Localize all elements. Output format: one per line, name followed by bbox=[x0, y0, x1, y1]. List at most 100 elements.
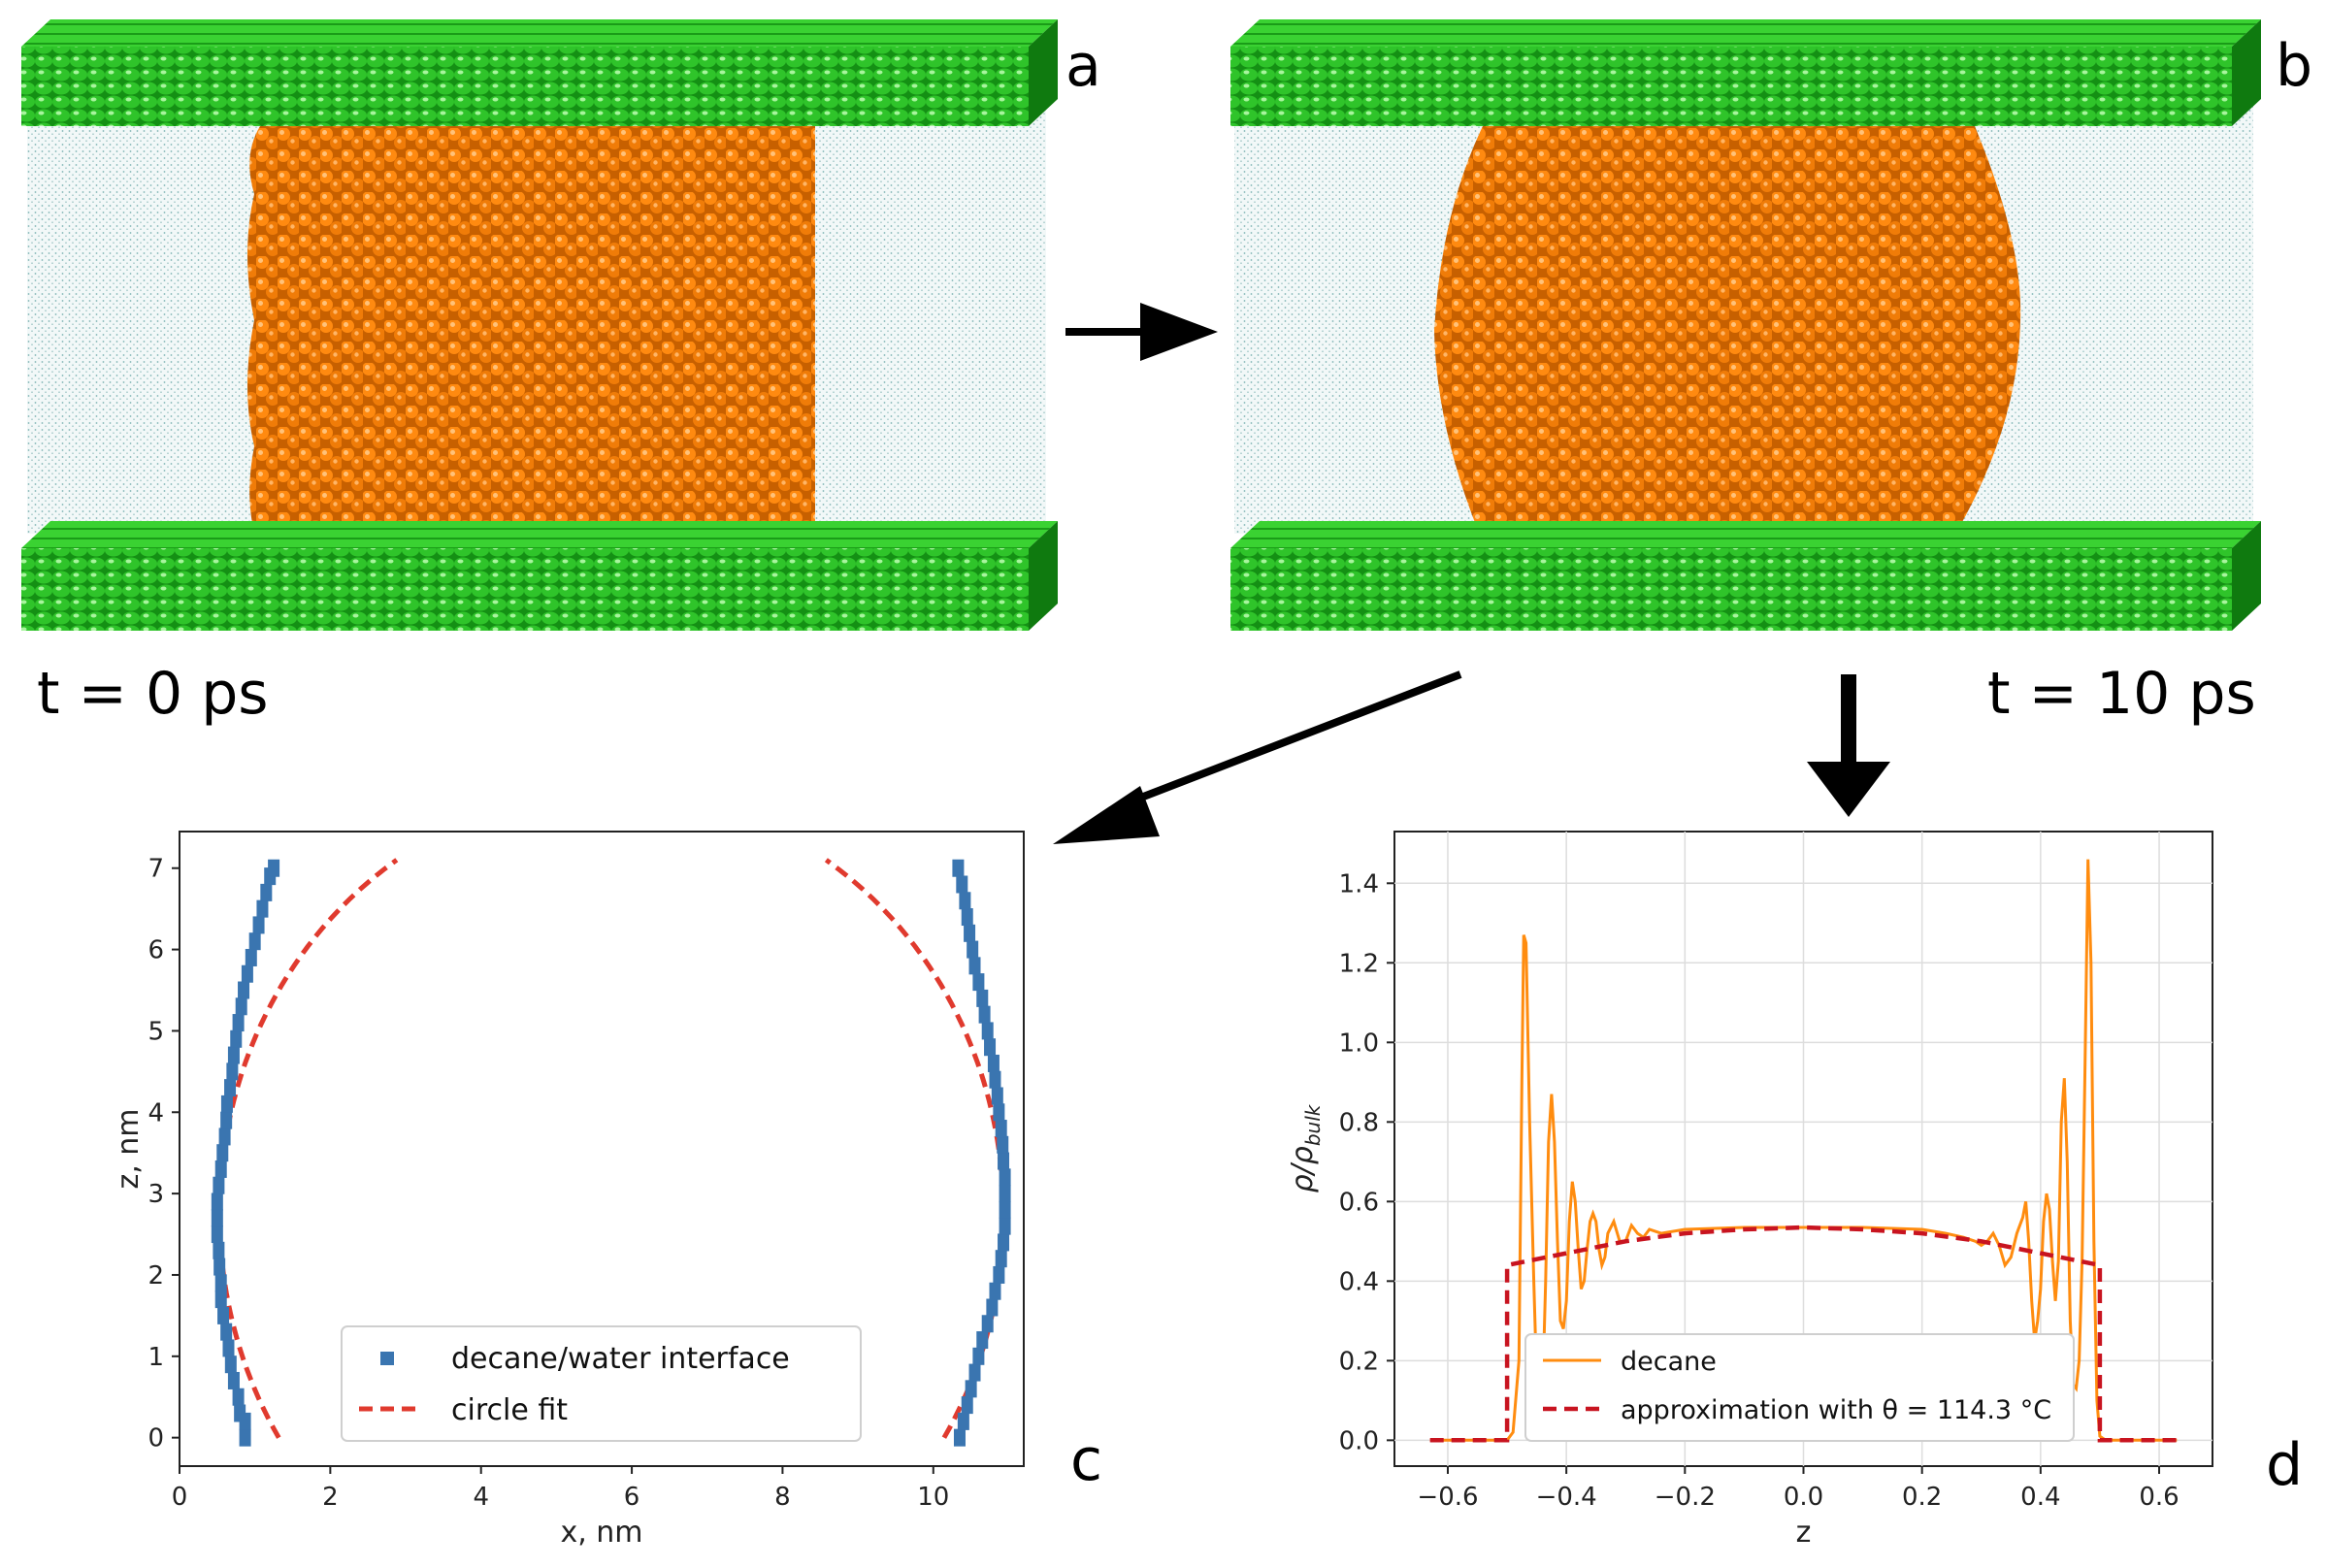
chart-c-xlabel: x, nm bbox=[560, 1516, 642, 1550]
panel-letter-b: b bbox=[2276, 32, 2312, 100]
interface-point-left bbox=[214, 1290, 227, 1309]
chart-c: 0 2 4 6 8 10 0 1 2 3 4 5 6 7 x, nm z, nm decane/water… bbox=[112, 831, 1025, 1550]
x-tick-label: 0.4 bbox=[2020, 1483, 2060, 1512]
interface-point-right bbox=[961, 1396, 973, 1415]
legend-marker-interface bbox=[380, 1352, 394, 1365]
decane-slab-a bbox=[247, 126, 815, 553]
interface-point-right bbox=[999, 1200, 1011, 1219]
interface-point-left bbox=[213, 1258, 226, 1276]
y-tick-label: 3 bbox=[147, 1180, 164, 1209]
interface-point-left bbox=[216, 1144, 229, 1162]
y-tick-label: 1.4 bbox=[1339, 869, 1379, 898]
interface-point-right bbox=[995, 1120, 1007, 1138]
interface-point-right bbox=[999, 1185, 1011, 1203]
interface-point-right bbox=[999, 1168, 1011, 1187]
y-tick-label: 0.0 bbox=[1339, 1426, 1379, 1455]
graphene-sheet-bottom-b bbox=[1230, 521, 2261, 631]
interface-point-right bbox=[968, 1363, 981, 1382]
interface-point-right bbox=[991, 1087, 1003, 1105]
legend-label-interface: decane/water interface bbox=[451, 1342, 790, 1376]
y-tick-label: 7 bbox=[147, 855, 164, 884]
y-tick-label: 0.6 bbox=[1339, 1188, 1379, 1217]
y-tick-label: 0.4 bbox=[1339, 1267, 1379, 1296]
y-tick-label: 1.2 bbox=[1339, 949, 1379, 978]
x-tick-label: 8 bbox=[774, 1483, 791, 1512]
interface-point-left bbox=[226, 1062, 239, 1081]
chart-d: −0.6 −0.4 −0.2 0.0 0.2 0.4 0.6 0.0 0.2 0.4 0.6 0.8 1… bbox=[1286, 831, 2213, 1550]
interface-point-right bbox=[997, 1135, 1009, 1154]
interface-point-right bbox=[981, 1022, 994, 1040]
interface-point-left bbox=[220, 1323, 233, 1341]
interface-point-right bbox=[967, 940, 979, 959]
interface-point-right bbox=[965, 1380, 977, 1398]
ylabel-subscript: bulk bbox=[1301, 1103, 1325, 1146]
chart-d-xlabel: z bbox=[1796, 1516, 1812, 1550]
legend-label-circle-fit: circle fit bbox=[451, 1393, 568, 1427]
interface-point-right bbox=[972, 973, 985, 992]
y-tick-label: 0 bbox=[147, 1424, 164, 1454]
x-tick-label: 0 bbox=[172, 1483, 188, 1512]
x-tick-label: −0.6 bbox=[1417, 1483, 1478, 1512]
y-tick-label: 5 bbox=[147, 1017, 164, 1046]
chart-c-ylabel: z, nm bbox=[112, 1108, 146, 1189]
interface-point-left bbox=[220, 1094, 233, 1113]
interface-point-right bbox=[986, 1298, 999, 1317]
y-tick-label: 4 bbox=[147, 1098, 164, 1127]
interface-point-right bbox=[957, 1412, 969, 1430]
interface-point-right bbox=[984, 1038, 997, 1057]
interface-point-right bbox=[993, 1103, 1005, 1122]
interface-point-right bbox=[989, 1282, 1001, 1300]
interface-point-left bbox=[245, 948, 257, 966]
interface-point-left bbox=[232, 1388, 245, 1406]
interface-point-left bbox=[232, 1014, 245, 1032]
interface-point-right bbox=[952, 859, 965, 877]
interface-point-right bbox=[978, 1005, 991, 1024]
snapshot-b bbox=[1230, 19, 2261, 631]
interface-point-left bbox=[214, 1160, 227, 1178]
interface-point-left bbox=[241, 964, 253, 983]
y-tick-label: 0.8 bbox=[1339, 1108, 1379, 1137]
interface-point-left bbox=[224, 1079, 237, 1097]
interface-point-right bbox=[953, 1428, 966, 1447]
interface-point-right bbox=[976, 989, 989, 1007]
interface-point-right bbox=[998, 1152, 1010, 1170]
interface-point-right bbox=[959, 892, 971, 910]
interface-point-right bbox=[981, 1315, 994, 1333]
x-tick-label: −0.2 bbox=[1655, 1483, 1716, 1512]
x-tick-label: 4 bbox=[473, 1483, 489, 1512]
interface-point-right bbox=[972, 1347, 985, 1365]
interface-point-left bbox=[230, 1029, 243, 1048]
chart-d-series-decane bbox=[1429, 859, 2178, 1442]
interface-point-left bbox=[218, 1127, 231, 1146]
arrow-b-to-d bbox=[1807, 674, 1890, 817]
interface-point-left bbox=[214, 1274, 227, 1292]
chart-d-ylabel: ρ/ρbulk bbox=[1286, 1103, 1325, 1192]
x-tick-label: −0.4 bbox=[1536, 1483, 1597, 1512]
x-tick-label: 6 bbox=[624, 1483, 640, 1512]
interface-point-left bbox=[260, 883, 273, 901]
arrow-b-to-c bbox=[1053, 670, 1462, 844]
interface-point-left bbox=[227, 1371, 240, 1389]
graphene-sheet-top-b bbox=[1230, 19, 2261, 126]
chart-d-axes: −0.6 −0.4 −0.2 0.0 0.2 0.4 0.6 0.0 0.2 0.4 0.6 0.8 1… bbox=[1339, 869, 2180, 1512]
legend-label-approximation: approximation with θ = 114.3 °C bbox=[1621, 1395, 2051, 1425]
time-label-a: t = 0 ps bbox=[37, 660, 269, 728]
interface-point-left bbox=[222, 1339, 235, 1357]
interface-point-left bbox=[224, 1356, 237, 1374]
interface-point-left bbox=[211, 1209, 223, 1227]
interface-point-right bbox=[989, 1070, 1001, 1089]
interface-point-left bbox=[238, 981, 250, 999]
interface-point-right bbox=[993, 1265, 1005, 1284]
arrow-a-to-b bbox=[1065, 303, 1218, 361]
interface-point-left bbox=[252, 916, 265, 934]
y-tick-label: 6 bbox=[147, 936, 164, 965]
interface-point-right bbox=[964, 924, 976, 942]
x-tick-label: 0.2 bbox=[1902, 1483, 1942, 1512]
panel-letter-c: c bbox=[1070, 1426, 1102, 1494]
x-tick-label: 0.6 bbox=[2139, 1483, 2179, 1512]
time-label-b: t = 10 ps bbox=[1987, 660, 2256, 728]
chart-c-interface-markers bbox=[211, 859, 1011, 1447]
y-tick-label: 1.0 bbox=[1339, 1029, 1379, 1058]
interface-point-left bbox=[220, 1111, 233, 1129]
panel-letter-d: d bbox=[2266, 1431, 2303, 1499]
